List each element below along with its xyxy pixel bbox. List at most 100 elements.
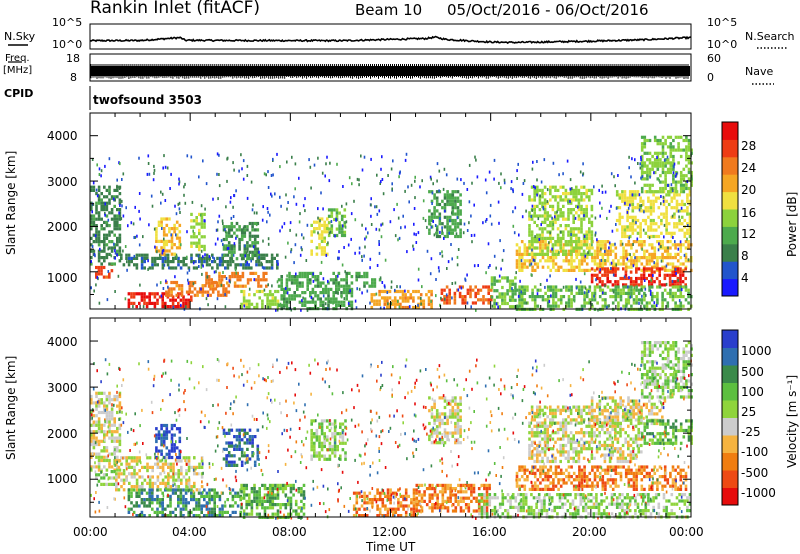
vel-ylabel: Slant Range [km]	[4, 355, 18, 460]
power-colorbar	[721, 121, 739, 297]
power-blob-6	[190, 212, 206, 252]
xtick-1600: 16:00	[472, 525, 507, 539]
power-cbar-swatch-9	[722, 122, 738, 140]
velocity-panel	[89, 317, 693, 520]
vel-cbar-swatch-4	[722, 417, 738, 436]
power-blob-22	[640, 135, 693, 194]
velocity-blob-7	[310, 419, 347, 461]
vel-cbar-swatch-8	[722, 347, 738, 366]
noise-right-tick-bottom: 10^0	[707, 38, 738, 51]
vel-ytick-4000: 4000	[47, 335, 78, 349]
vel-cbar-tick-25: 25	[741, 405, 757, 419]
power-ytick-1000: 1000	[47, 271, 78, 285]
vel-cbar-swatch-5	[722, 400, 738, 418]
power-cbar-swatch-1	[722, 261, 738, 280]
power-ylabel: Slant Range [km]	[4, 150, 18, 255]
power-cbar-frame	[721, 121, 739, 297]
power-cbar-swatch-0	[722, 278, 738, 297]
freq-series-line	[90, 64, 689, 79]
velocity-background	[90, 318, 691, 517]
vel-cbar-tick-100: 100	[741, 385, 764, 399]
power-cbar-label: Power [dB]	[785, 191, 799, 257]
vel-cbar-swatch-6	[722, 382, 738, 401]
vel-cbar-tick-m100: -100	[741, 445, 769, 459]
power-cbar-tick-24: 24	[741, 161, 757, 175]
xtick-2400: 00:00	[669, 525, 704, 539]
power-blob-1	[90, 185, 122, 266]
power-cbar-tick-20: 20	[741, 183, 757, 197]
power-blob-13	[355, 271, 382, 288]
velocity-blob-12	[528, 405, 643, 464]
freq-left-tick-top: 18	[66, 52, 80, 65]
power-cbar-swatch-6	[722, 174, 738, 193]
freq-left-tick-bottom: 8	[70, 71, 77, 84]
power-blob-16	[440, 285, 493, 305]
velocity-blob-11	[515, 465, 688, 491]
xlabel: Time UT	[366, 540, 416, 554]
power-cbar-swatch-8	[722, 139, 738, 158]
nsky-label: N.Sky	[4, 30, 36, 43]
power-cbar-tick-4: 4	[741, 271, 749, 285]
power-panel	[89, 112, 693, 312]
power-blob-11	[327, 208, 347, 238]
velocity-blob-13	[590, 396, 667, 426]
noise-right-tick-top: 10^5	[707, 16, 738, 29]
power-cbar-tick-8: 8	[741, 249, 749, 263]
velocity-blob-1	[95, 470, 116, 486]
power-speckle	[90, 152, 693, 312]
noise-panel	[8, 23, 788, 50]
power-blob-7	[205, 271, 268, 288]
date-range: 05/Oct/2016 - 06/Oct/2016	[447, 1, 649, 19]
frequency-panel	[8, 53, 774, 110]
power-cbar-tick-12: 12	[741, 227, 757, 241]
power-cbar-tick-16: 16	[741, 206, 757, 220]
power-cbar-tick-28: 28	[741, 139, 757, 153]
vel-cbar-swatch-2	[722, 452, 738, 471]
vel-cbar-swatch-3	[722, 435, 738, 453]
vel-cbar-swatch-0	[722, 487, 738, 506]
noise-left-tick-bottom: 10^0	[52, 38, 83, 51]
power-cbar-swatch-5	[722, 191, 738, 210]
power-ytick-3000: 3000	[47, 175, 78, 189]
power-blob-9	[222, 221, 260, 261]
power-blob-10	[310, 217, 329, 256]
velocity-colorbar	[721, 329, 739, 506]
vel-ytick-2000: 2000	[47, 427, 78, 441]
vel-cbar-swatch-1	[722, 470, 738, 488]
velocity-blob-14	[640, 419, 693, 445]
vel-cbar-label: Velocity [m s⁻¹]	[785, 374, 799, 468]
mhz-label: [MHz]	[3, 65, 33, 76]
velocity-blob-5	[222, 428, 260, 467]
vel-cbar-swatch-9	[722, 330, 738, 348]
nsky-series-line	[89, 35, 692, 45]
noise-left-tick-top: 10^5	[52, 16, 83, 29]
power-cbar-swatch-4	[722, 209, 738, 227]
station-title: Rankin Inlet (fitACF)	[90, 0, 261, 18]
power-cbar-swatch-7	[722, 156, 738, 175]
vel-cbar-tick-1000: 1000	[741, 344, 772, 358]
power-blob-19	[528, 185, 594, 256]
cpid-value: twofsound 3503	[93, 93, 202, 107]
nave-right-tick-bottom: 0	[707, 71, 714, 84]
xtick-0000: 00:00	[73, 525, 108, 539]
vel-cbar-tick-m1000: -1000	[741, 486, 776, 500]
velocity-blob-9	[415, 483, 491, 513]
power-blob-5	[155, 217, 182, 256]
velocity-blob-15	[640, 341, 693, 399]
xtick-0400: 04:00	[172, 525, 207, 539]
vel-ytick-3000: 3000	[47, 381, 78, 395]
power-ytick-4000: 4000	[47, 129, 78, 143]
xtick-1200: 12:00	[372, 525, 407, 539]
beam-label: Beam 10	[355, 1, 423, 19]
noise-frame	[89, 23, 692, 50]
freq-label: Freq.	[5, 53, 30, 64]
xtick-0800: 08:00	[272, 525, 307, 539]
power-ytick-2000: 2000	[47, 220, 78, 234]
nave-right-tick-top: 60	[707, 52, 721, 65]
velocity-speckle	[90, 358, 692, 520]
vel-cbar-tick-500: 500	[741, 365, 764, 379]
power-blob-3	[127, 292, 193, 309]
power-blob-15	[428, 190, 462, 239]
vel-cbar-tick-m25: -25	[741, 425, 761, 439]
